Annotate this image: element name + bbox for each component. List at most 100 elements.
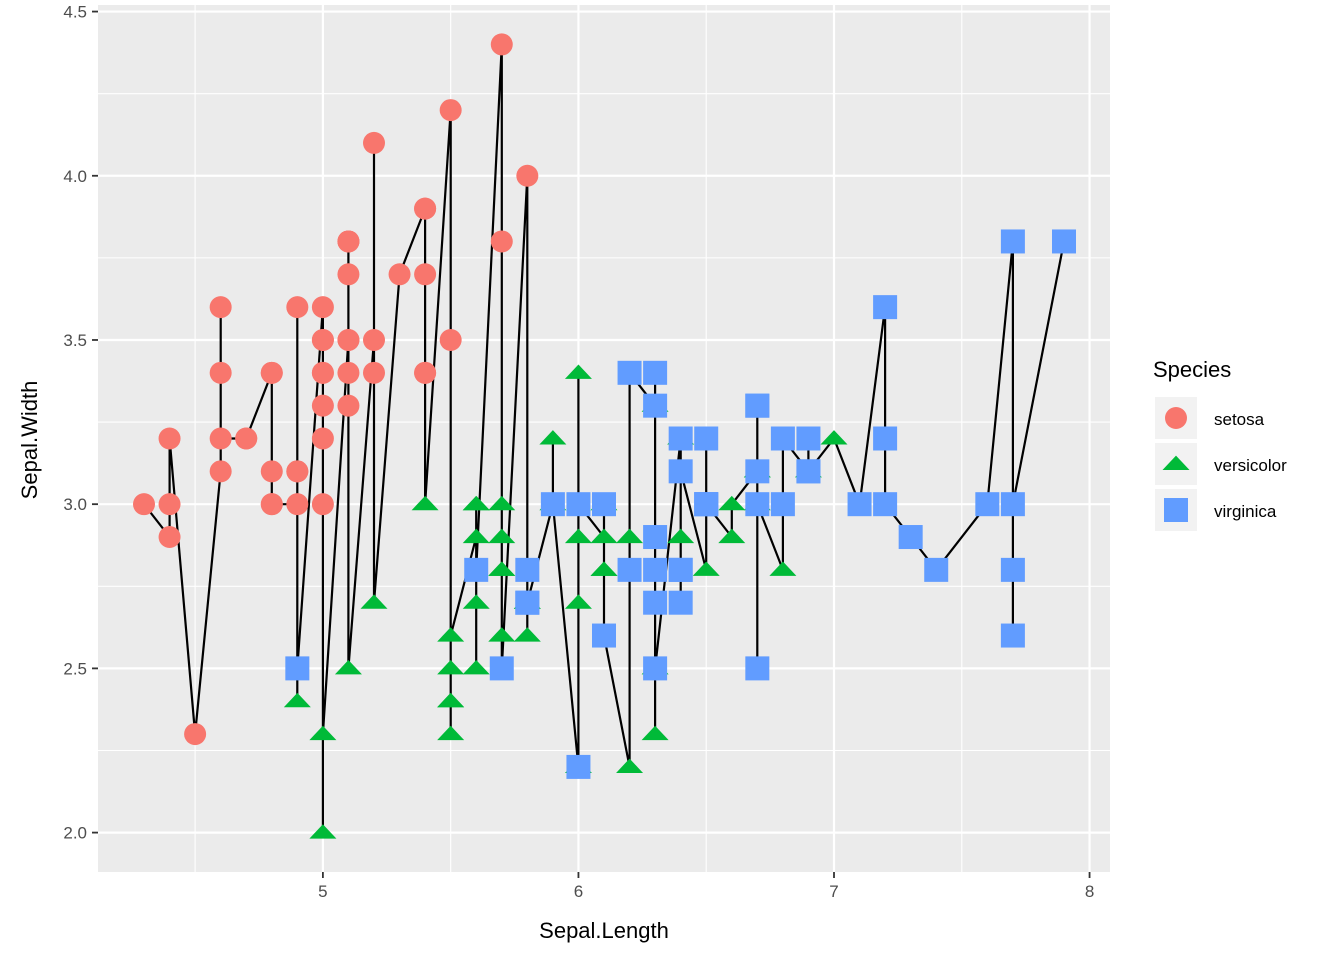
data-point-virginica xyxy=(592,492,616,517)
data-point-versicolor xyxy=(564,364,592,379)
data-point-virginica xyxy=(617,557,642,582)
data-point-versicolor xyxy=(590,528,618,544)
data-point-versicolor xyxy=(488,528,516,544)
data-point-virginica xyxy=(1000,623,1025,648)
legend-title: Species xyxy=(1153,357,1231,382)
data-point-setosa xyxy=(311,427,334,450)
data-point-virginica xyxy=(873,492,898,517)
data-point-virginica xyxy=(515,590,540,615)
legend-item-setosa: setosa xyxy=(1155,397,1265,439)
plot-panel xyxy=(98,5,1110,872)
data-point-setosa xyxy=(388,263,411,286)
data-point-versicolor xyxy=(692,561,720,576)
data-point-virginica xyxy=(464,557,489,582)
data-point-versicolor xyxy=(488,627,516,642)
data-point-versicolor xyxy=(334,660,362,675)
data-point-virginica xyxy=(694,492,719,517)
data-points xyxy=(133,33,1076,839)
data-point-versicolor xyxy=(309,824,337,839)
data-point-setosa xyxy=(337,328,360,351)
data-point-versicolor xyxy=(437,660,465,675)
x-tick-label: 5 xyxy=(318,882,327,901)
data-point-virginica xyxy=(566,754,591,779)
data-point-virginica xyxy=(1052,229,1076,254)
data-point-versicolor xyxy=(437,725,465,741)
series-virginica xyxy=(285,229,1076,779)
y-tick-label: 4.0 xyxy=(63,167,87,186)
data-point-virginica xyxy=(643,360,668,385)
data-point-virginica xyxy=(745,492,770,517)
data-point-setosa xyxy=(516,164,539,187)
data-point-versicolor xyxy=(437,692,465,708)
data-point-versicolor xyxy=(360,594,388,609)
data-point-virginica xyxy=(873,295,898,320)
data-point-versicolor xyxy=(641,725,669,741)
data-point-setosa xyxy=(414,263,437,286)
data-point-versicolor xyxy=(462,528,490,544)
data-point-setosa xyxy=(439,328,462,351)
data-point-setosa xyxy=(158,526,181,549)
data-point-versicolor xyxy=(283,692,311,708)
data-point-virginica xyxy=(540,492,565,517)
data-point-virginica xyxy=(745,393,770,418)
legend-label-virginica: virginica xyxy=(1214,502,1277,521)
data-point-setosa xyxy=(337,394,360,417)
legend-key-setosa xyxy=(1165,407,1187,429)
legend-key-virginica xyxy=(1164,498,1188,522)
data-point-versicolor xyxy=(616,528,644,544)
data-point-versicolor xyxy=(309,725,337,741)
data-point-versicolor xyxy=(513,627,541,642)
y-tick-label: 2.0 xyxy=(63,824,87,843)
data-point-virginica xyxy=(975,492,1000,517)
y-tick-label: 4.5 xyxy=(63,3,87,22)
data-point-setosa xyxy=(311,296,334,319)
x-tick-label: 6 xyxy=(574,882,583,901)
legend-item-versicolor: versicolor xyxy=(1155,443,1287,485)
data-point-setosa xyxy=(260,361,283,384)
data-point-setosa xyxy=(490,33,513,56)
data-point-virginica xyxy=(1000,557,1025,582)
data-point-versicolor xyxy=(718,495,746,511)
data-point-setosa xyxy=(209,427,232,450)
data-point-virginica xyxy=(1000,229,1025,254)
data-point-setosa xyxy=(414,361,437,384)
data-point-versicolor xyxy=(437,627,465,642)
data-point-setosa xyxy=(209,296,232,319)
x-tick-label: 8 xyxy=(1085,882,1094,901)
data-point-virginica xyxy=(924,557,949,582)
data-point-virginica xyxy=(617,360,642,385)
data-point-virginica xyxy=(643,393,668,418)
data-point-virginica xyxy=(643,557,668,582)
data-point-virginica xyxy=(566,492,591,517)
data-point-setosa xyxy=(311,493,334,516)
data-point-setosa xyxy=(311,328,334,351)
data-point-versicolor xyxy=(462,594,490,609)
data-point-setosa xyxy=(311,361,334,384)
x-axis: 5 6 7 8 xyxy=(318,872,1094,901)
data-point-setosa xyxy=(286,296,309,319)
data-point-setosa xyxy=(158,493,181,516)
x-axis-title: Sepal.Length xyxy=(539,918,669,943)
data-point-setosa xyxy=(209,361,232,384)
data-point-virginica xyxy=(515,557,540,582)
data-point-versicolor xyxy=(718,528,746,544)
data-point-virginica xyxy=(1000,492,1025,517)
data-point-versicolor xyxy=(564,594,592,609)
data-point-virginica xyxy=(643,525,668,550)
data-point-versicolor xyxy=(488,495,516,511)
legend-label-setosa: setosa xyxy=(1214,410,1265,429)
data-point-versicolor xyxy=(462,495,490,511)
data-point-setosa xyxy=(133,493,155,516)
data-point-versicolor xyxy=(411,495,439,511)
y-tick-label: 3.5 xyxy=(63,331,87,350)
data-point-virginica xyxy=(745,656,770,681)
y-tick-label: 2.5 xyxy=(63,659,87,678)
legend-item-virginica: virginica xyxy=(1155,489,1277,531)
data-point-versicolor xyxy=(616,758,644,773)
series-setosa xyxy=(133,33,539,746)
data-point-setosa xyxy=(414,197,437,220)
data-point-versicolor xyxy=(667,528,695,544)
data-point-versicolor xyxy=(590,561,618,576)
data-point-setosa xyxy=(260,493,283,516)
